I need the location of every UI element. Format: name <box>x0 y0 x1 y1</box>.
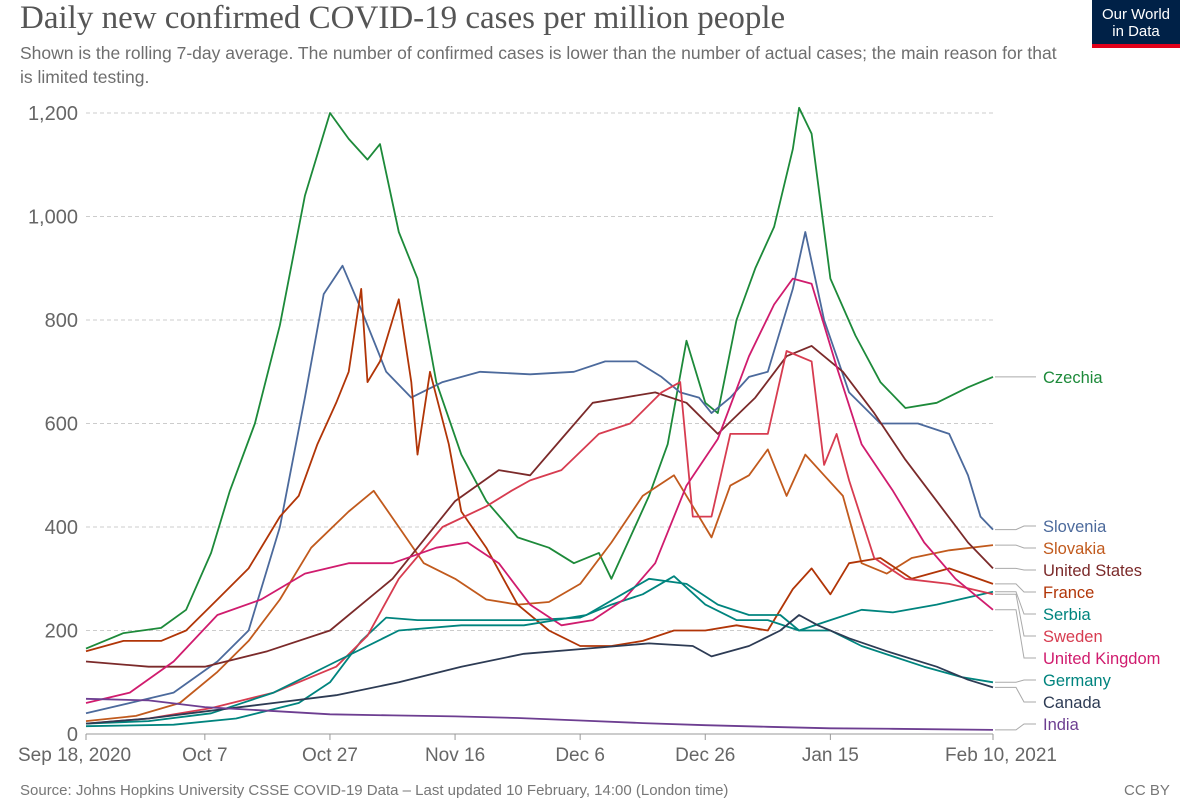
x-tick-label: Oct 7 <box>182 745 227 766</box>
y-tick-label: 600 <box>45 414 78 436</box>
series-label: Sweden <box>1043 628 1103 646</box>
series-label: Slovakia <box>1043 540 1106 558</box>
our-world-in-data-logo[interactable]: Our World in Data <box>1092 0 1180 48</box>
logo-line-1: Our World <box>1101 6 1171 23</box>
series-label: Slovenia <box>1043 518 1107 536</box>
y-tick-label: 0 <box>67 724 78 746</box>
x-tick-label: Dec 26 <box>675 745 735 766</box>
y-tick-label: 1,000 <box>28 207 78 229</box>
series-line <box>85 231 994 715</box>
label-connector <box>995 679 1036 683</box>
label-connector <box>995 723 1036 731</box>
label-connector <box>995 583 1036 593</box>
series-line <box>85 448 994 722</box>
series-label: Serbia <box>1043 606 1092 624</box>
logo-line-2: in Data <box>1112 23 1160 40</box>
x-tick-label: Feb 10, 2021 <box>945 745 1057 766</box>
label-connector <box>995 525 1036 531</box>
x-axis: Sep 18, 2020 Oct 7 Oct 27 Nov 16 Dec 6 Dec 26… <box>18 734 1057 766</box>
label-connector <box>995 593 1036 637</box>
series-line <box>85 614 994 725</box>
series-line <box>85 106 994 650</box>
y-tick-label: 200 <box>45 621 78 643</box>
series-label: France <box>1043 584 1094 602</box>
x-tick-label: Oct 27 <box>302 745 358 766</box>
label-connector <box>995 567 1036 571</box>
chart-title: Daily new confirmed COVID-19 cases per m… <box>20 0 786 36</box>
series-label: Canada <box>1043 694 1102 712</box>
series-line <box>85 697 994 731</box>
series-lines <box>85 106 994 731</box>
series-label: United States <box>1043 562 1142 580</box>
chart-subtitle: Shown is the rolling 7-day average. The … <box>20 43 1057 87</box>
series-line <box>85 575 994 728</box>
series-line <box>85 350 994 725</box>
x-tick-label: Jan 15 <box>802 745 859 766</box>
label-connector <box>995 686 1036 703</box>
label-connector <box>995 591 1036 615</box>
y-tick-label: 400 <box>45 517 78 539</box>
series-label: Czechia <box>1043 369 1103 387</box>
y-tick-label: 800 <box>45 310 78 332</box>
license-link[interactable]: CC BY <box>1124 782 1170 799</box>
series-line <box>85 288 994 653</box>
y-tick-label: 1,200 <box>28 103 78 125</box>
x-tick-label: Dec 6 <box>555 745 605 766</box>
series-label: United Kingdom <box>1043 650 1160 668</box>
source-note: Source: Johns Hopkins University CSSE CO… <box>20 782 729 799</box>
x-tick-label: Nov 16 <box>425 745 485 766</box>
series-line <box>85 577 994 725</box>
label-connector <box>995 544 1036 549</box>
x-tick-label: Sep 18, 2020 <box>18 745 131 766</box>
series-label: Germany <box>1043 672 1112 690</box>
label-connector <box>995 609 1036 659</box>
series-line <box>85 277 994 704</box>
series-line <box>85 345 994 668</box>
y-axis-ticks: 0 200 400 600 800 1,000 1,200 <box>28 103 78 746</box>
series-label: India <box>1043 716 1080 734</box>
line-chart: 0 200 400 600 800 1,000 1,200 Sep 18, 2020 Oct … <box>18 103 1160 766</box>
series-labels: Czechia Slovenia Slovakia United States Fran… <box>995 369 1160 734</box>
gridlines <box>86 112 993 735</box>
